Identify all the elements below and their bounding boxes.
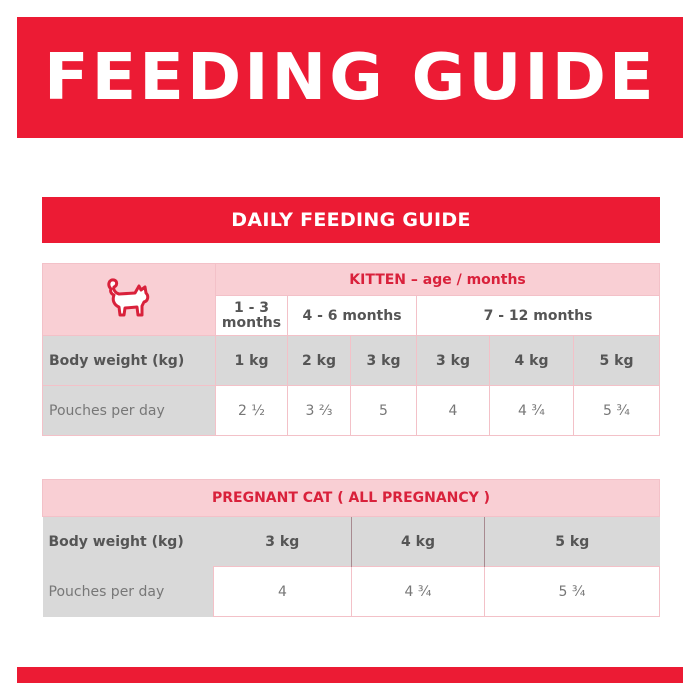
age-group-1-3: 1 - 3 months bbox=[215, 295, 288, 336]
pouches-cell: 4 ¾ bbox=[489, 385, 574, 436]
footer-bar bbox=[17, 667, 683, 683]
page-title: FEEDING GUIDE bbox=[43, 40, 657, 115]
pregnant-cat-feeding-table: PREGNANT CAT ( ALL PREGNANCY ) Body weig… bbox=[41, 479, 661, 617]
pouches-cell: 5 ¾ bbox=[483, 566, 661, 617]
weight-cell: 4 kg bbox=[489, 335, 574, 386]
pregnant-cat-header: PREGNANT CAT ( ALL PREGNANCY ) bbox=[41, 479, 661, 517]
age-group-line1: 1 - 3 bbox=[233, 299, 270, 316]
feeding-guide-banner: FEEDING GUIDE bbox=[17, 17, 683, 138]
pouches-cell: 2 ½ bbox=[215, 385, 288, 436]
pouches-label: Pouches per day bbox=[42, 566, 214, 617]
kitten-feeding-table: KITTEN – age / months 1 - 3 months 4 - 6… bbox=[42, 263, 661, 436]
weight-cell: 3 kg bbox=[350, 335, 417, 386]
pouches-cell: 4 ¾ bbox=[351, 566, 485, 617]
cat-icon-cell bbox=[42, 263, 216, 336]
age-group-7-12: 7 - 12 months bbox=[415, 295, 661, 336]
kitten-age-header: KITTEN – age / months bbox=[214, 263, 661, 296]
weight-cell: 2 kg bbox=[287, 335, 351, 386]
pouches-cell: 5 bbox=[350, 385, 417, 436]
pouches-label: Pouches per day bbox=[42, 385, 216, 436]
weight-cell: 4 kg bbox=[351, 516, 485, 567]
weight-cell: 5 kg bbox=[483, 516, 660, 567]
body-weight-label: Body weight (kg) bbox=[42, 335, 216, 386]
weight-cell: 3 kg bbox=[213, 516, 352, 567]
section-title: DAILY FEEDING GUIDE bbox=[231, 209, 471, 231]
cat-icon bbox=[105, 277, 153, 323]
weight-cell: 3 kg bbox=[416, 335, 490, 386]
weight-cell: 1 kg bbox=[215, 335, 288, 386]
body-weight-label: Body weight (kg) bbox=[42, 516, 214, 567]
age-group-4-6: 4 - 6 months bbox=[287, 295, 417, 336]
pouches-cell: 3 ⅔ bbox=[287, 385, 351, 436]
pouches-cell: 4 bbox=[416, 385, 490, 436]
weight-cell: 5 kg bbox=[572, 335, 661, 386]
pouches-cell: 4 bbox=[213, 566, 352, 617]
pouches-cell: 5 ¾ bbox=[572, 385, 661, 436]
age-group-line2: months bbox=[221, 314, 282, 331]
daily-feeding-guide-header: DAILY FEEDING GUIDE bbox=[42, 197, 660, 243]
